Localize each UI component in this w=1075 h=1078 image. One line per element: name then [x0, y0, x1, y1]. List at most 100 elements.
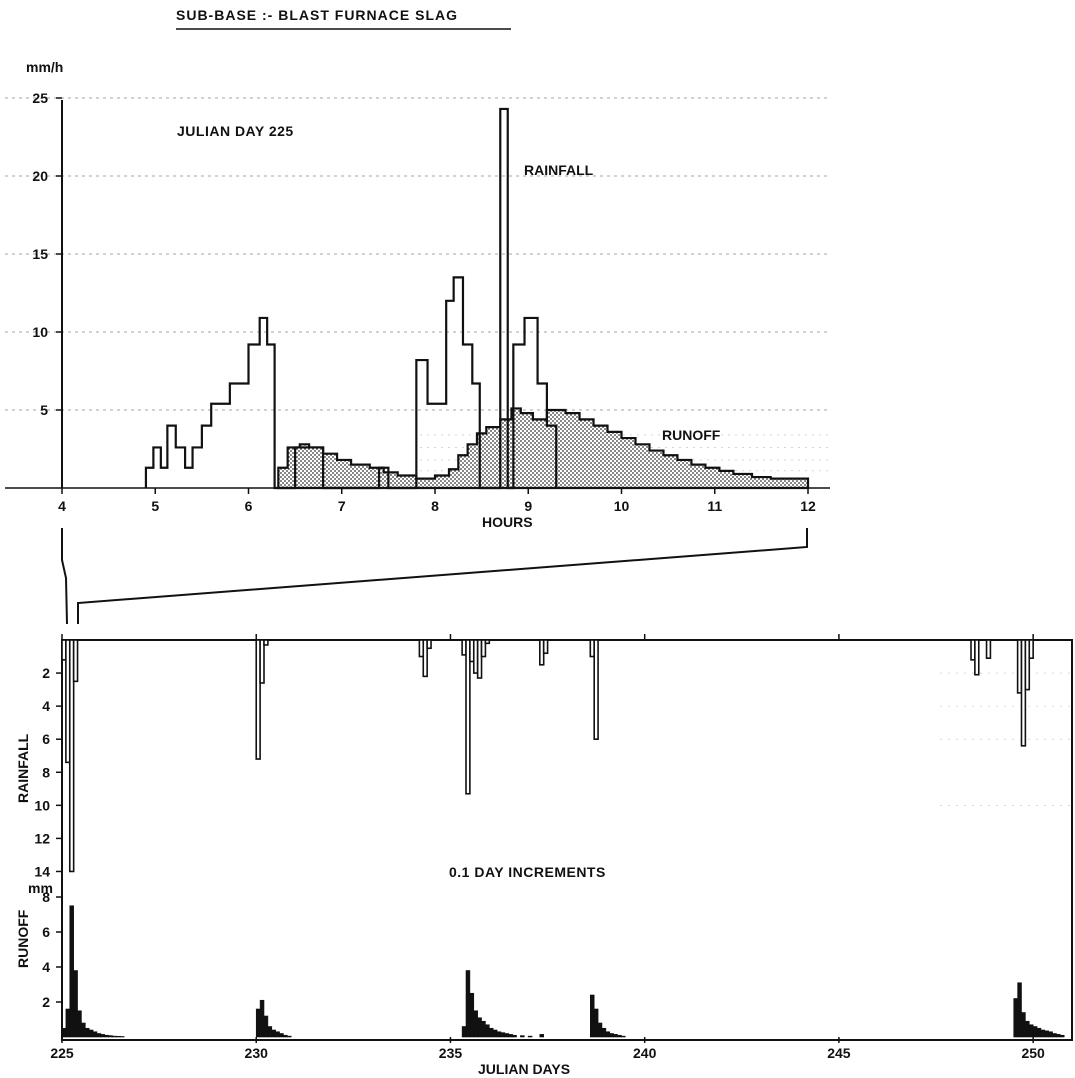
- top-chart-gridlines: [5, 97, 830, 472]
- runoff-y-tick-label: 8: [42, 889, 50, 905]
- runoff-bar: [279, 1033, 284, 1038]
- day225-hourly-chart: 5 10 15 20 25 4 5 6 7 8 9 10 11 12 mm/h JULIAN DAY 2…: [5, 59, 830, 625]
- top-y-unit-label: mm/h: [26, 59, 63, 75]
- rainfall-bar: [542, 639, 549, 655]
- runoff-bar: [508, 1034, 513, 1038]
- runoff-bar: [1017, 982, 1022, 1038]
- runoff-y-tick-label: 2: [42, 994, 50, 1010]
- rainfall-y-tick-label: 12: [34, 830, 50, 846]
- runoff-bar: [621, 1035, 626, 1038]
- top-x-ticks: 4 5 6 7 8 9 10 11 12: [58, 488, 816, 514]
- runoff-bar: [259, 999, 265, 1038]
- runoff-bar: [65, 1008, 71, 1038]
- rainfall-bar: [422, 639, 428, 678]
- runoff-y-tick-label: 6: [42, 924, 50, 940]
- runoff-bar: [1025, 1020, 1030, 1038]
- rainfall-bar: [985, 639, 992, 659]
- top-y-tick-label: 5: [40, 402, 48, 418]
- runoff-bar: [263, 1015, 269, 1038]
- bottom-chart-gridlines: [940, 672, 1070, 806]
- runoff-bar: [275, 1031, 280, 1038]
- runoff-bar: [88, 1029, 94, 1038]
- runoff-bar: [100, 1034, 106, 1038]
- rainfall-y-tick-label: 8: [42, 764, 50, 780]
- runoff-bar: [496, 1031, 502, 1038]
- runoff-bar: [601, 1027, 607, 1038]
- rainfall-bar: [263, 639, 269, 646]
- top-x-tick-label: 6: [245, 498, 253, 514]
- rainfall-y-tick-label: 2: [42, 665, 50, 681]
- rainfall-axis-title: RAINFALL: [15, 733, 31, 803]
- runoff-bar: [61, 1027, 67, 1038]
- rainfall-step-curve: [144, 107, 558, 490]
- runoff-bar: [96, 1033, 102, 1038]
- runoff-bar: [477, 1017, 482, 1038]
- rainfall-bar: [1028, 639, 1034, 659]
- runoff-bar: [617, 1034, 622, 1038]
- runoff-unit-label: mm: [28, 880, 53, 896]
- top-x-tick-label: 11: [707, 498, 722, 514]
- rainfall-bar: [1024, 639, 1031, 691]
- rainfall-y-tick-label: 10: [34, 797, 50, 813]
- figure-title: SUB-BASE :- BLAST FURNACE SLAG: [176, 7, 458, 23]
- bottom-x-tick-label: 235: [439, 1045, 463, 1061]
- rainfall-steps: [144, 107, 558, 490]
- bottom-chart-frame: [61, 639, 1073, 1041]
- runoff-bar: [85, 1027, 90, 1038]
- runoff-bar: [69, 905, 74, 1038]
- runoff-bar: [1036, 1027, 1042, 1038]
- runoff-bar: [593, 1008, 599, 1038]
- rainfall-series-label: RAINFALL: [524, 162, 594, 178]
- runoff-bar: [1028, 1024, 1034, 1038]
- bottom-x-tick-label: 240: [633, 1045, 657, 1061]
- runoff-bar: [112, 1035, 117, 1038]
- rainfall-y-tick-label: 6: [42, 731, 50, 747]
- daily-rainfall-bars: [61, 639, 1034, 873]
- zoom-connector-left: [61, 528, 68, 625]
- rainfall-bar: [465, 639, 471, 795]
- runoff-bar: [81, 1022, 86, 1038]
- rainfall-bar: [72, 639, 79, 683]
- runoff-bar: [492, 1029, 498, 1038]
- bottom-x-tick-label: 225: [50, 1045, 74, 1061]
- runoff-bar: [283, 1034, 288, 1038]
- runoff-bar: [1032, 1026, 1038, 1038]
- julian-days-chart: 2 4 6 8 10 12 14 2 4 6 8 225 230 235 240 245 250 RAINFA…: [15, 634, 1073, 1077]
- runoff-bar: [504, 1033, 510, 1038]
- rainfall-bar: [484, 639, 491, 645]
- top-x-tick-label: 7: [338, 498, 346, 514]
- runoff-bar: [1044, 1030, 1049, 1038]
- rainfall-bar: [426, 639, 432, 650]
- runoff-bar: [512, 1034, 517, 1038]
- runoff-bar: [489, 1027, 494, 1038]
- bottom-x-tick-label: 245: [827, 1045, 851, 1061]
- top-y-tick-label: 15: [32, 246, 48, 262]
- runoff-bar: [527, 1035, 533, 1038]
- runoff-bar: [1013, 998, 1018, 1038]
- top-x-tick-label: 8: [431, 498, 439, 514]
- runoff-bar: [267, 1026, 273, 1038]
- runoff-series-label: RUNOFF: [662, 427, 721, 443]
- runoff-y-tick-label: 4: [42, 959, 50, 975]
- runoff-bar: [1052, 1033, 1057, 1038]
- runoff-bar: [1048, 1031, 1053, 1038]
- top-x-axis-title: HOURS: [482, 514, 533, 530]
- top-x-tick-label: 10: [614, 498, 630, 514]
- runoff-bar: [605, 1031, 611, 1038]
- julian-day-annotation: JULIAN DAY 225: [177, 123, 294, 139]
- bottom-x-tick-label: 250: [1021, 1045, 1045, 1061]
- runoff-step-curve: [277, 407, 810, 490]
- runoff-bar: [481, 1020, 486, 1038]
- top-y-tick-label: 20: [32, 168, 48, 184]
- runoff-bar: [255, 1008, 261, 1038]
- increments-annotation: 0.1 DAY INCREMENTS: [449, 864, 606, 880]
- rainfall-y-tick-label: 14: [34, 863, 50, 879]
- daily-runoff-bars: [61, 905, 1065, 1038]
- top-x-tick-label: 12: [800, 498, 816, 514]
- rainfall-bar: [68, 639, 75, 873]
- rainfall-y-tick-label: 4: [42, 698, 50, 714]
- top-y-tick-label: 10: [32, 324, 48, 340]
- bottom-x-axis-title: JULIAN DAYS: [478, 1061, 570, 1077]
- runoff-bar: [271, 1029, 276, 1038]
- runoff-bar: [473, 1010, 478, 1038]
